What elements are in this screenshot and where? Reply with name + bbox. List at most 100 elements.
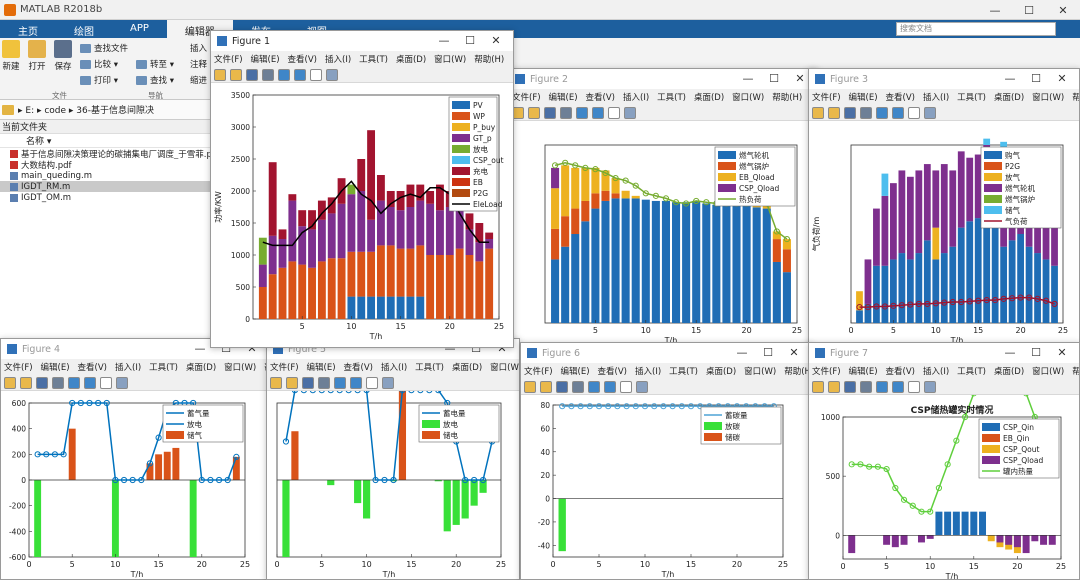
goto-button[interactable]: 转至 ▾	[136, 58, 174, 70]
open-file-icon[interactable]	[20, 376, 32, 389]
figure-4-window[interactable]: Figure 4 — ☐ ✕ 文件(F) 编辑(E) 查看(V) 插入(I) 工具(T) 桌面(D…	[0, 338, 270, 580]
figure-close-button[interactable]: ✕	[789, 346, 799, 359]
new-figure-icon[interactable]	[812, 106, 824, 119]
print-figure-icon[interactable]	[262, 68, 274, 81]
figure-menu-item[interactable]: 查看(V)	[597, 367, 627, 377]
figure-close-button[interactable]: ✕	[1057, 346, 1067, 359]
search-docs-input[interactable]: 搜索文档	[896, 22, 1056, 36]
figure-maximize-button[interactable]: ☐	[465, 34, 475, 47]
figure-menu-item[interactable]: 工具(T)	[957, 367, 986, 377]
figure-2-window[interactable]: Figure 2 — ☐ ✕ 文件(F) 编辑(E) 查看(V) 插入(I) 工具(T) 桌面(D…	[508, 68, 818, 352]
figure-menu-item[interactable]: 桌面(D)	[993, 93, 1025, 103]
figure-menu-item[interactable]: 窗口(W)	[732, 93, 765, 103]
figure-menu-item[interactable]: 编辑(E)	[40, 363, 70, 373]
figure-menu-item[interactable]: 帮助(H)	[1072, 93, 1080, 103]
figure-menu-item[interactable]: 文件(F)	[4, 363, 33, 373]
figure-menu-item[interactable]: 插入(I)	[325, 55, 352, 65]
pointer-icon[interactable]	[100, 376, 112, 389]
figure-menu-item[interactable]: 插入(I)	[635, 367, 662, 377]
link-plot-icon[interactable]	[876, 380, 888, 393]
figure-menu-item[interactable]: 查看(V)	[77, 363, 107, 373]
figure-3-window[interactable]: Figure 3 — ☐ ✕ 文件(F) 编辑(E) 查看(V) 插入(I) 工具(T) 桌面(D…	[808, 68, 1080, 352]
file-list-item[interactable]: 基于信息间隙决策理论的碳捕集电厂调度_于雪菲.pdf	[0, 148, 260, 159]
figure-menu-item[interactable]: 插入(I)	[623, 93, 650, 103]
print-figure-icon[interactable]	[860, 380, 872, 393]
print-figure-icon[interactable]	[860, 106, 872, 119]
new-figure-icon[interactable]	[214, 68, 226, 81]
figure-menu-item[interactable]: 工具(T)	[669, 367, 698, 377]
figure-menu-item[interactable]: 帮助(H)	[1072, 367, 1080, 377]
figure-1-window[interactable]: Figure 1 — ☐ ✕ 文件(F) 编辑(E) 查看(V) 插入(I) 工具(T) 桌面(D…	[210, 30, 514, 348]
insert-colorbar-icon[interactable]	[294, 68, 306, 81]
figure-menu-item[interactable]: 查看(V)	[287, 55, 317, 65]
figure-menu-item[interactable]: 工具(T)	[359, 55, 388, 65]
save-figure-icon[interactable]	[246, 68, 258, 81]
save-figure-icon[interactable]	[556, 380, 568, 393]
figure-menu-item[interactable]: 帮助(H)	[784, 367, 812, 377]
close-button[interactable]: ✕	[1058, 3, 1068, 17]
minimize-button[interactable]: —	[989, 3, 1001, 17]
insert-colorbar-icon[interactable]	[892, 106, 904, 119]
pointer-icon[interactable]	[620, 380, 632, 393]
new-figure-icon[interactable]	[4, 376, 16, 389]
figure-menu-item[interactable]: 桌面(D)	[395, 55, 427, 65]
figure-menu-item[interactable]: 插入(I)	[923, 367, 950, 377]
figure-menu-item[interactable]: 文件(F)	[270, 363, 299, 373]
figure-menu-item[interactable]: 插入(I)	[115, 363, 142, 373]
figure-menu-item[interactable]: 工具(T)	[149, 363, 178, 373]
print-figure-icon[interactable]	[52, 376, 64, 389]
figure-minimize-button[interactable]: —	[736, 346, 748, 359]
figure-maximize-button[interactable]: ☐	[471, 342, 481, 355]
insert-button[interactable]: 插入	[190, 42, 207, 54]
pointer-icon[interactable]	[908, 380, 920, 393]
figure-menu-item[interactable]: 工具(T)	[957, 93, 986, 103]
name-column-header[interactable]: 名称 ▾	[0, 134, 260, 148]
figure-menu-item[interactable]: 窗口(W)	[490, 363, 520, 373]
save-figure-icon[interactable]	[544, 106, 556, 119]
tab-plots[interactable]: 绘图	[74, 27, 94, 38]
figure-menu-item[interactable]: 桌面(D)	[185, 363, 217, 373]
figure-menu-item[interactable]: 查看(V)	[585, 93, 615, 103]
figure-minimize-button[interactable]: —	[194, 342, 206, 355]
file-list-item[interactable]: main_queding.m	[0, 170, 260, 181]
link-plot-icon[interactable]	[334, 376, 346, 389]
property-editor-icon[interactable]	[382, 376, 394, 389]
new-figure-icon[interactable]	[812, 380, 824, 393]
property-editor-icon[interactable]	[326, 68, 338, 81]
figure-close-button[interactable]: ✕	[491, 34, 501, 47]
figure-close-button[interactable]: ✕	[1057, 72, 1067, 85]
pointer-icon[interactable]	[908, 106, 920, 119]
figure-maximize-button[interactable]: ☐	[221, 342, 231, 355]
figure-menu-item[interactable]: 文件(F)	[812, 93, 841, 103]
print-figure-icon[interactable]	[572, 380, 584, 393]
open-file-icon[interactable]	[286, 376, 298, 389]
figure-menu-item[interactable]: 编辑(E)	[250, 55, 280, 65]
figure-menu-item[interactable]: 工具(T)	[415, 363, 444, 373]
figure-menu-item[interactable]: 帮助(H)	[474, 55, 505, 65]
print-figure-icon[interactable]	[560, 106, 572, 119]
comment-button[interactable]: 注释	[190, 58, 207, 70]
insert-colorbar-icon[interactable]	[892, 380, 904, 393]
figure-menu-item[interactable]: 桌面(D)	[451, 363, 483, 373]
figure-menu-item[interactable]: 桌面(D)	[705, 367, 737, 377]
figure-menu-item[interactable]: 编辑(E)	[560, 367, 590, 377]
link-plot-icon[interactable]	[278, 68, 290, 81]
tab-home[interactable]: 主页	[18, 27, 38, 38]
property-editor-icon[interactable]	[624, 106, 636, 119]
figure-close-button[interactable]: ✕	[795, 72, 805, 85]
pointer-icon[interactable]	[366, 376, 378, 389]
figure-maximize-button[interactable]: ☐	[763, 346, 773, 359]
link-plot-icon[interactable]	[68, 376, 80, 389]
figure-7-window[interactable]: Figure 7 — ☐ ✕ 文件(F) 编辑(E) 查看(V) 插入(I) 工具(T) 桌面(D…	[808, 342, 1080, 580]
figure-menu-item[interactable]: 编辑(E)	[548, 93, 578, 103]
pointer-icon[interactable]	[310, 68, 322, 81]
figure-5-window[interactable]: Figure 5 — ☐ ✕ 文件(F) 编辑(E) 查看(V) 插入(I) 工具(T) 桌面(D…	[266, 338, 520, 580]
new-figure-icon[interactable]	[524, 380, 536, 393]
figure-menu-item[interactable]: 工具(T)	[657, 93, 686, 103]
figure-menu-item[interactable]: 窗口(W)	[224, 363, 257, 373]
figure-maximize-button[interactable]: ☐	[769, 72, 779, 85]
figure-menu-item[interactable]: 查看(V)	[885, 93, 915, 103]
figure-minimize-button[interactable]: —	[1004, 72, 1016, 85]
figure-menu-item[interactable]: 编辑(E)	[306, 363, 336, 373]
figure-maximize-button[interactable]: ☐	[1031, 346, 1041, 359]
